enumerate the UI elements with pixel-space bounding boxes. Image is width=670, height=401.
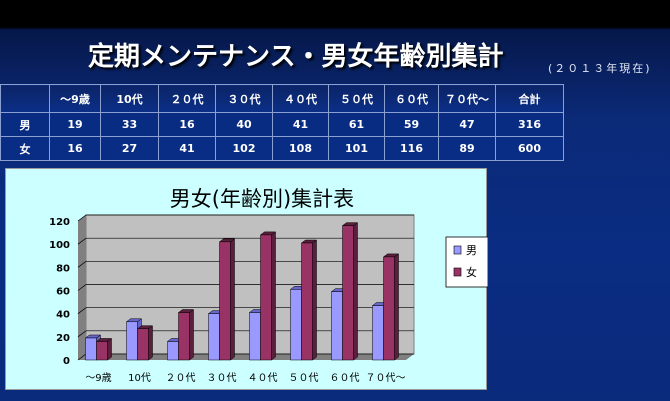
x-tick-label: ７０代～ <box>366 372 406 384</box>
floor <box>78 354 414 360</box>
header-cell <box>0 84 50 113</box>
legend-label-male: 男 <box>466 244 477 257</box>
chart-container: 男女(年齢別)集計表 0 20 40 60 80 100 120 ～9歳 10代 ２０代 ３０代 ４０… <box>5 168 489 390</box>
table-cell: 108 <box>272 136 329 161</box>
bar-female <box>218 238 236 361</box>
x-tick-label: ６０代 <box>330 372 360 384</box>
gridline <box>77 214 414 222</box>
table-cell: 600 <box>495 136 564 161</box>
x-tick-label: 10代 <box>128 372 151 384</box>
header-cell: ４０代 <box>272 84 329 113</box>
table-cell: 16 <box>158 112 216 137</box>
x-tick-label: ４０代 <box>248 372 278 384</box>
y-tick-label: 0 <box>63 356 70 367</box>
table-cell: 47 <box>438 112 496 137</box>
page-subtitle: (２０１３年現在) <box>548 62 652 75</box>
y-tick-label: 20 <box>56 333 70 344</box>
header-cell: ２０代 <box>158 84 216 113</box>
row-label: 女 <box>0 136 50 161</box>
x-tick-label: ５０代 <box>289 372 319 384</box>
y-tick-label: 40 <box>56 310 70 321</box>
x-tick-label: ３０代 <box>207 372 237 384</box>
chart-legend: 男 女 <box>445 236 489 288</box>
table-cell: 101 <box>328 136 385 161</box>
table-cell: 89 <box>438 136 496 161</box>
header-cell: 合計 <box>495 84 564 113</box>
bar-female <box>382 253 400 361</box>
table-cell: 41 <box>272 112 329 137</box>
legend-swatch-male <box>453 245 462 255</box>
row-label: 男 <box>0 112 50 137</box>
bar-female <box>177 309 195 361</box>
table-cell: 16 <box>49 136 101 161</box>
y-tick-label: 60 <box>56 287 70 298</box>
y-tick-label: 80 <box>56 263 70 274</box>
header-cell: ３０代 <box>215 84 273 113</box>
table-row-female: 女 16 27 41 102 108 101 116 89 600 <box>0 136 564 161</box>
table-header-row: ～9歳 10代 ２０代 ３０代 ４０代 ５０代 ６０代 ７０代～ 合計 <box>0 84 564 113</box>
table-cell: 102 <box>215 136 273 161</box>
header-cell: 10代 <box>100 84 159 113</box>
table-cell: 61 <box>328 112 385 137</box>
header-cell: ５０代 <box>328 84 385 113</box>
y-tick-label: 100 <box>49 240 70 251</box>
table-row-male: 男 19 33 16 40 41 61 59 47 316 <box>0 112 564 137</box>
legend-swatch-female <box>453 267 462 277</box>
bar-female <box>341 222 359 361</box>
gridline <box>77 237 414 245</box>
bar-chart: 男女(年齢別)集計表 0 20 40 60 80 100 120 ～9歳 10代 ２０代 ３０代 ４０… <box>49 187 489 384</box>
x-tick-label: ～9歳 <box>85 372 111 384</box>
table-cell: 316 <box>495 112 564 137</box>
table-cell: 40 <box>215 112 273 137</box>
page-title: 定期メンテナンス・男女年齢別集計 <box>88 42 504 72</box>
table-cell: 41 <box>158 136 216 161</box>
bar-female <box>300 239 318 361</box>
x-tick-label: ２０代 <box>166 372 196 384</box>
bar-female <box>136 325 154 361</box>
legend-label-female: 女 <box>466 265 477 279</box>
header-cell: ～9歳 <box>49 84 101 113</box>
header-cell: ７０代～ <box>438 84 496 113</box>
summary-table: ～9歳 10代 ２０代 ３０代 ４０代 ５０代 ６０代 ７０代～ 合計 男 19… <box>0 84 564 161</box>
table-cell: 59 <box>384 112 439 137</box>
header-cell: ６０代 <box>384 84 439 113</box>
table-cell: 19 <box>49 112 101 137</box>
table-cell: 116 <box>384 136 439 161</box>
table-cell: 33 <box>100 112 159 137</box>
bar-female <box>95 337 113 361</box>
table-cell: 27 <box>100 136 159 161</box>
y-tick-label: 120 <box>49 217 70 228</box>
chart-title: 男女(年齢別)集計表 <box>170 187 354 211</box>
bar-female <box>259 231 277 361</box>
